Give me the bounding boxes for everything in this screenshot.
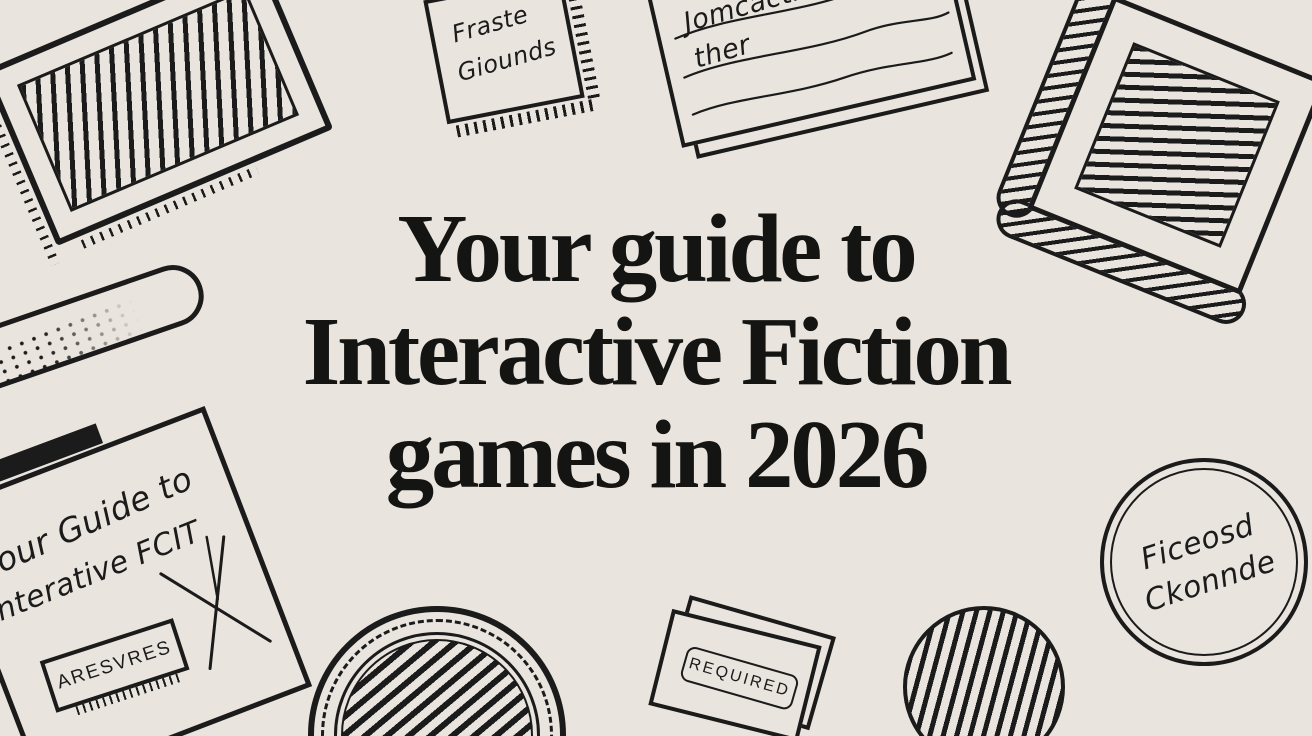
paper-sheet-front: Jomcacting ther (644, 0, 977, 148)
required-card: REQUIRED (648, 595, 836, 736)
scribble-circle-sketch-icon (903, 606, 1065, 736)
paper-stack: Jomcacting ther (644, 0, 990, 159)
stamp-circle-sketch: Ficeosd Ckonnde (1100, 458, 1308, 666)
headline-line1: Your guide to (397, 195, 917, 302)
guide-card: Your Guide to Interative FCIT ARESVRES (0, 405, 313, 736)
x-scribble-icon (159, 535, 272, 670)
guide-card-face: Your Guide to Interative FCIT ARESVRES (0, 405, 313, 736)
page-title: Your guide to Interactive Fiction games … (0, 195, 1312, 508)
headline-line3: games in 2026 (385, 400, 930, 508)
ruled-lines (674, 0, 953, 116)
stamp-circle-inner-ring (1110, 468, 1298, 656)
required-label: REQUIRED (687, 655, 793, 701)
badge-coin-sketch-icon (308, 606, 566, 736)
required-label-box: REQUIRED (678, 644, 801, 712)
note-card: Fraste Giounds (423, 0, 601, 138)
headline-line2: Interactive Fiction (302, 297, 1013, 405)
